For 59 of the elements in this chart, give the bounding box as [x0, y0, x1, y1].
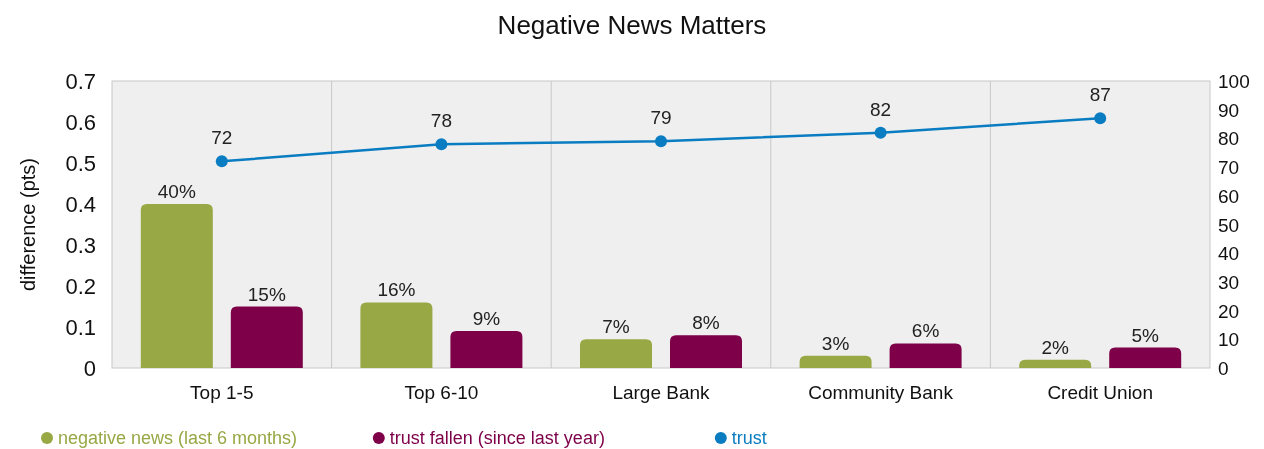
point [435, 138, 448, 151]
y-tick-label: 0.7 [65, 69, 96, 94]
x-tick-label: Large Bank [612, 382, 711, 403]
y2-tick-label: 30 [1218, 271, 1240, 293]
x-tick-label: Community Bank [808, 382, 954, 403]
legend-label: negative news (last 6 months) [58, 428, 298, 448]
y2-tick-label: 20 [1218, 300, 1240, 322]
chart-title: Negative News Matters [497, 10, 767, 40]
point [215, 155, 228, 168]
y-axis-title: difference (pts) [17, 157, 39, 292]
data-label: 5% [1131, 324, 1160, 346]
legend-label: trust [731, 428, 767, 448]
data-label: 87 [1089, 84, 1111, 106]
bar [889, 343, 962, 368]
data-label: 3% [821, 332, 850, 354]
data-label: 72 [211, 127, 233, 149]
legend-label: trust fallen (since last year) [389, 428, 605, 448]
bar [580, 339, 652, 368]
bar [450, 331, 523, 368]
data-label: 7% [602, 316, 630, 338]
x-tick-label: Top 6-10 [404, 382, 479, 403]
bar [1019, 359, 1092, 368]
data-label: 6% [911, 320, 940, 342]
data-label: 79 [650, 107, 672, 129]
bar [670, 335, 742, 368]
x-tick-label: Top 1-5 [190, 382, 254, 403]
point [655, 135, 667, 148]
data-label: 78 [430, 110, 452, 132]
data-label: 16% [377, 279, 416, 301]
bar [1109, 347, 1182, 368]
data-label: 9% [472, 308, 501, 330]
y-tick-label: 0.1 [65, 315, 96, 340]
y2-tick-label: 90 [1218, 99, 1240, 121]
y-tick-label: 0.5 [65, 151, 96, 176]
y2-tick-label: 80 [1218, 128, 1240, 150]
y-tick-label: 0.4 [65, 192, 96, 217]
y2-tick-label: 60 [1218, 185, 1240, 207]
y-tick-label: 0.3 [65, 233, 96, 258]
data-label: 2% [1041, 336, 1070, 358]
y-tick-label: 0.2 [65, 274, 96, 299]
data-label: 8% [692, 312, 720, 334]
y2-tick-label: 50 [1218, 214, 1240, 236]
y-tick-label: 0.6 [65, 110, 96, 135]
point [1094, 112, 1107, 125]
data-label: 82 [870, 98, 892, 120]
y2-tick-label: 0 [1218, 358, 1229, 379]
x-tick-label: Credit Union [1047, 382, 1153, 403]
y2-tick-label: 10 [1218, 329, 1240, 351]
y-tick-label: 0 [83, 356, 96, 381]
y2-tick-label: 100 [1218, 71, 1250, 92]
data-label: 15% [247, 283, 286, 305]
bar [140, 204, 213, 368]
bar [230, 306, 303, 368]
bar [360, 302, 433, 368]
y2-tick-label: 40 [1218, 243, 1240, 265]
data-label: 40% [157, 181, 196, 202]
bar [799, 355, 872, 368]
y2-tick-label: 70 [1218, 157, 1240, 179]
point [874, 126, 887, 139]
